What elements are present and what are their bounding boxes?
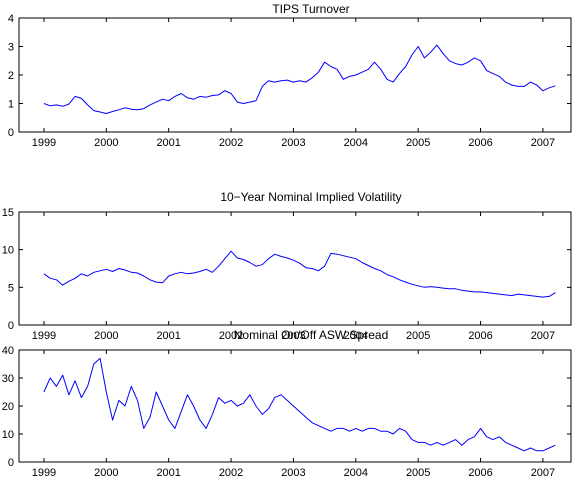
y-tick-label: 3 <box>8 42 14 54</box>
y-tick-label: 4 <box>8 13 14 25</box>
x-tick-label: 2005 <box>406 330 430 342</box>
y-tick-label: 10 <box>2 245 14 257</box>
x-tick-label: 2005 <box>406 137 430 149</box>
x-tick-label: 2006 <box>468 467 492 478</box>
x-tick-label: 1999 <box>32 137 56 149</box>
x-tick-label: 2004 <box>344 137 368 149</box>
x-tick-label: 2003 <box>281 137 305 149</box>
y-tick-label: 0 <box>8 320 14 332</box>
panel-implied-volatility: 10−Year Nominal Implied Volatility 1999 2… <box>2 190 572 342</box>
x-tick-label: 1999 <box>32 467 56 478</box>
panel-asw-spread: Nominal On/Off ASW Spread 1999 2000 2001 20… <box>2 328 572 478</box>
series-line <box>43 357 556 452</box>
y-tick-label: 15 <box>2 207 14 219</box>
y-tick-label: 30 <box>2 373 14 385</box>
x-tick-label: 2001 <box>156 467 180 478</box>
x-tick-label: 1999 <box>32 330 56 342</box>
plot-frame <box>18 17 572 133</box>
x-tick-label: 2006 <box>468 330 492 342</box>
x-tick-label: 2005 <box>406 467 430 478</box>
x-tick-label: 2002 <box>219 467 243 478</box>
y-tick-label: 0 <box>8 457 14 469</box>
x-tick-label: 2000 <box>94 330 118 342</box>
x-tick-label: 2007 <box>531 467 555 478</box>
x-tick-label: 2003 <box>281 467 305 478</box>
series-line <box>43 250 556 298</box>
chart-title: 10−Year Nominal Implied Volatility <box>220 190 401 204</box>
chart-title: TIPS Turnover <box>272 2 349 16</box>
panel-tips-turnover: TIPS Turnover 1999 2000 2001 2002 2003 2004 20… <box>8 2 572 149</box>
y-tick-label: 2 <box>8 70 14 82</box>
y-tick-label: 20 <box>2 401 14 413</box>
x-tick-label: 2002 <box>219 330 243 342</box>
x-tick-label: 2006 <box>468 137 492 149</box>
x-tick-label: 2000 <box>94 467 118 478</box>
y-tick-label: 10 <box>2 429 14 441</box>
series-line <box>43 44 556 114</box>
x-tick-label: 2002 <box>219 137 243 149</box>
y-tick-label: 5 <box>8 282 14 294</box>
chart-title: Nominal On/Off ASW Spread <box>234 328 389 342</box>
y-tick-label: 40 <box>2 345 14 357</box>
x-tick-label: 2004 <box>344 467 368 478</box>
plot-frame <box>18 211 572 326</box>
x-tick-label: 2004 <box>344 330 368 342</box>
x-tick-label: 2001 <box>156 330 180 342</box>
x-tick-label: 2007 <box>531 137 555 149</box>
x-tick-label: 2007 <box>531 330 555 342</box>
x-tick-label: 2000 <box>94 137 118 149</box>
y-tick-label: 0 <box>8 127 14 139</box>
x-tick-label: 2003 <box>281 330 305 342</box>
x-tick-label: 2001 <box>156 137 180 149</box>
y-tick-label: 1 <box>8 99 14 111</box>
